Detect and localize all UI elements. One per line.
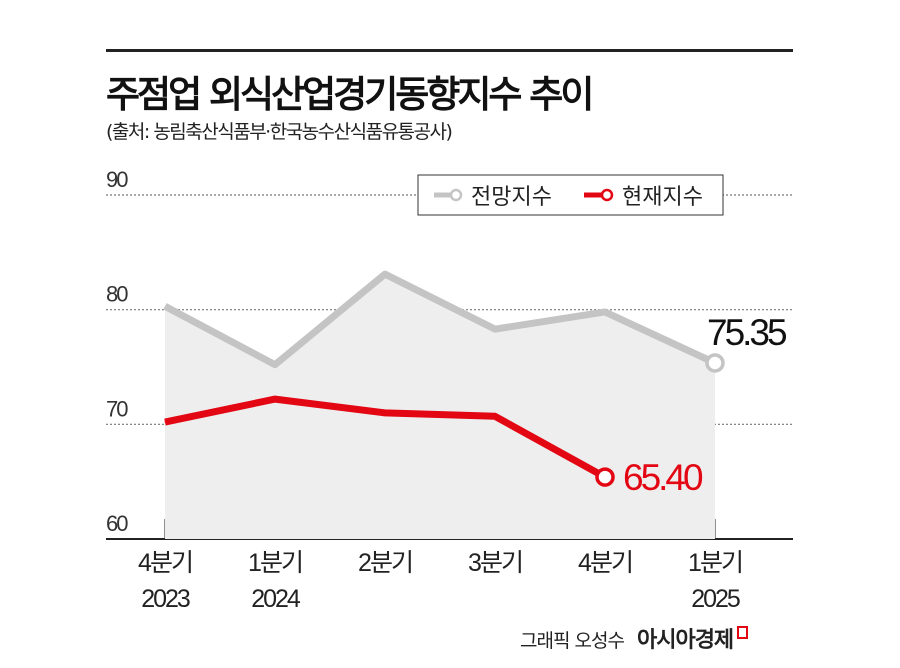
x-tick-label: 4분기 — [138, 549, 192, 577]
current-point-end — [595, 467, 615, 487]
current-value-label: 65.40 — [623, 457, 703, 498]
forecast-point — [384, 273, 386, 275]
chart-title: 주점업 외식산업경기동향지수 추이 — [106, 73, 594, 116]
x-tick-label: 4분기 — [578, 549, 632, 577]
brand-logo-mark — [737, 626, 749, 639]
x-tick-label-year: 2025 — [691, 585, 740, 613]
x-tick-label: 1분기 — [248, 549, 302, 577]
current-point — [274, 398, 276, 400]
forecast-point — [604, 311, 606, 313]
y-tick-label: 70 — [106, 396, 128, 421]
legend: 전망지수 현재지수 — [417, 174, 724, 216]
current-point — [164, 421, 166, 423]
y-tick-label: 80 — [106, 282, 128, 307]
graphic-credit: 그래픽 오성수 — [520, 630, 625, 652]
legend-marker-current — [600, 188, 614, 202]
x-tick-label: 2분기 — [358, 549, 412, 577]
current-point — [494, 415, 496, 417]
y-tick-label: 90 — [106, 167, 128, 192]
current-point — [384, 412, 386, 414]
forecast-point — [494, 328, 496, 330]
legend-box — [417, 174, 724, 216]
credit: 그래픽 오성수 아시아경제 — [520, 622, 749, 654]
x-tick-label-year: 2024 — [251, 585, 301, 613]
forecast-line — [163, 270, 717, 369]
legend-label-current: 현재지수 — [622, 184, 703, 209]
forecast-point-end — [705, 353, 725, 373]
x-tick-label-year: 2023 — [141, 585, 190, 613]
x-tick-label: 1분기 — [688, 549, 742, 577]
forecast-value-label: 75.35 — [707, 312, 787, 353]
top-rule — [106, 49, 793, 52]
legend-marker-forecast — [449, 188, 463, 202]
forecast-point — [164, 305, 166, 307]
brand-logo: 아시아경제 — [636, 628, 734, 653]
forecast-point — [274, 364, 276, 366]
forecast-area — [165, 274, 715, 539]
legend-label-forecast: 전망지수 — [471, 184, 552, 209]
chart-source: (출처: 농림축산식품부·한국농수산식품유통공사) — [106, 121, 453, 143]
y-tick-label: 60 — [106, 511, 128, 536]
x-tick-label: 3분기 — [468, 549, 522, 577]
